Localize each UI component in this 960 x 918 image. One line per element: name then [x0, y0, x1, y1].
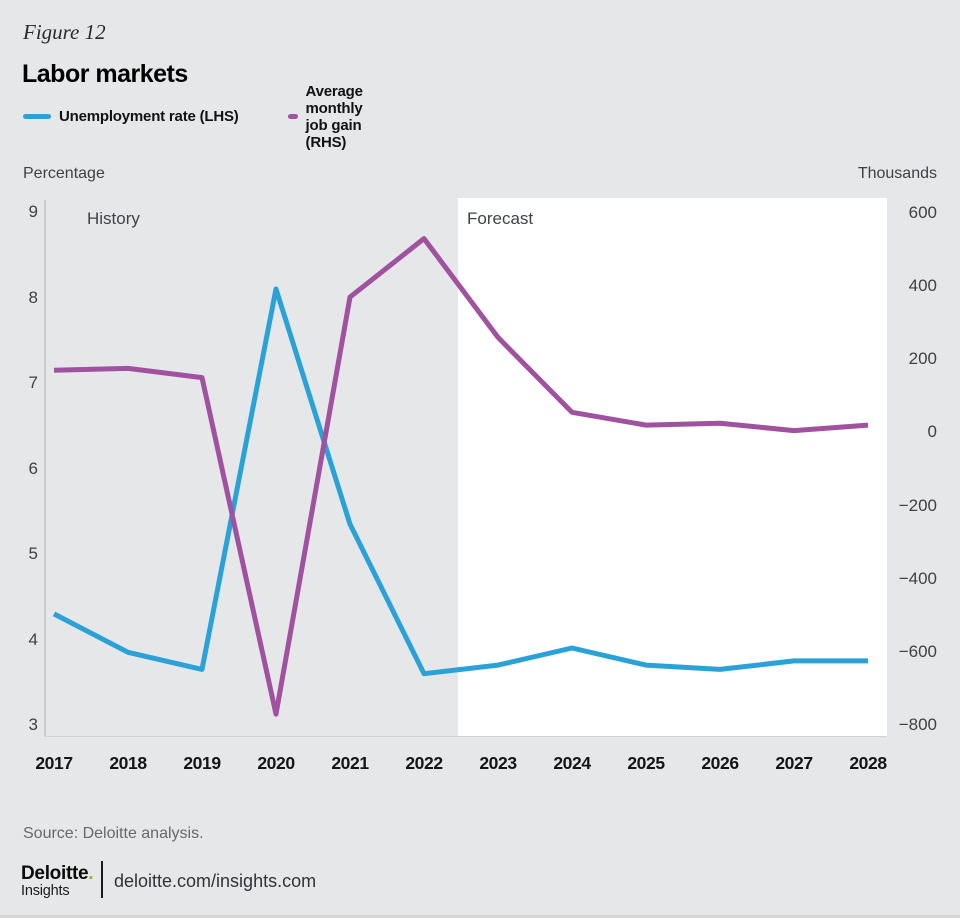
legend-label: Average monthly job gain (RHS) — [305, 82, 363, 151]
right-axis-tick: −600 — [898, 642, 937, 661]
chart-title: Labor markets — [22, 60, 188, 88]
legend-line-swatch — [23, 114, 51, 119]
x-axis-year: 2022 — [405, 753, 443, 773]
left-axis-tick: 4 — [28, 630, 38, 649]
y-axis-line — [44, 200, 46, 737]
x-axis-line — [44, 736, 887, 737]
deloitte-insights-logo: Deloitte. Insights — [21, 863, 94, 899]
forecast-region — [458, 198, 887, 736]
legend: Unemployment rate (LHS) Average monthly j… — [23, 83, 363, 151]
x-axis-year: 2026 — [701, 753, 739, 773]
logo-wordmark: Deloitte. — [21, 863, 94, 884]
x-axis-year: 2020 — [257, 753, 295, 773]
logo-green-dot: . — [88, 863, 94, 884]
legend-line-swatch — [288, 114, 298, 119]
legend-label: Unemployment rate (LHS) — [59, 108, 239, 125]
logo-url: deloitte.com/insights.com — [114, 871, 317, 891]
right-axis-unit: Thousands — [857, 165, 937, 182]
x-axis-year: 2028 — [849, 753, 887, 773]
logo-divider — [101, 861, 103, 898]
right-axis-tick: 200 — [908, 349, 937, 368]
right-axis-tick: 600 — [908, 203, 937, 222]
left-axis-tick: 3 — [28, 715, 38, 734]
left-axis-unit: Percentage — [23, 165, 105, 182]
legend-item: Unemployment rate (LHS) — [23, 108, 239, 125]
forecast-zone-label: Forecast — [467, 209, 534, 228]
x-axis-year: 2027 — [775, 753, 813, 773]
right-axis-tick: 400 — [908, 276, 937, 295]
legend-item: Average monthly job gain (RHS) — [288, 83, 381, 151]
bottom-edge — [0, 915, 960, 918]
source-text: Source: Deloitte analysis. — [23, 825, 204, 842]
x-axis-year: 2025 — [627, 753, 665, 773]
right-axis-tick: −400 — [898, 569, 937, 588]
figure-label: Figure 12 — [23, 20, 106, 44]
x-axis-year: 2024 — [553, 753, 591, 773]
right-axis-tick: −800 — [898, 715, 937, 734]
unemployment-line — [52, 286, 868, 677]
right-axis-tick: 0 — [927, 422, 937, 441]
left-axis-tick: 5 — [28, 544, 38, 563]
plot-area — [52, 236, 869, 717]
history-zone-label: History — [87, 209, 140, 228]
left-axis-tick: 8 — [28, 288, 38, 307]
logo-insights: Insights — [21, 883, 70, 899]
x-axis-year: 2019 — [183, 753, 221, 773]
left-axis-tick: 9 — [28, 202, 38, 221]
x-axis-year: 2021 — [331, 753, 369, 773]
x-axis-year: 2023 — [479, 753, 517, 773]
job-gain-line — [53, 236, 869, 717]
left-axis-tick: 7 — [28, 373, 38, 392]
left-axis-tick: 6 — [28, 459, 38, 478]
x-axis-year: 2017 — [35, 753, 73, 773]
right-axis-tick: −200 — [898, 496, 937, 515]
x-axis-year: 2018 — [109, 753, 147, 773]
